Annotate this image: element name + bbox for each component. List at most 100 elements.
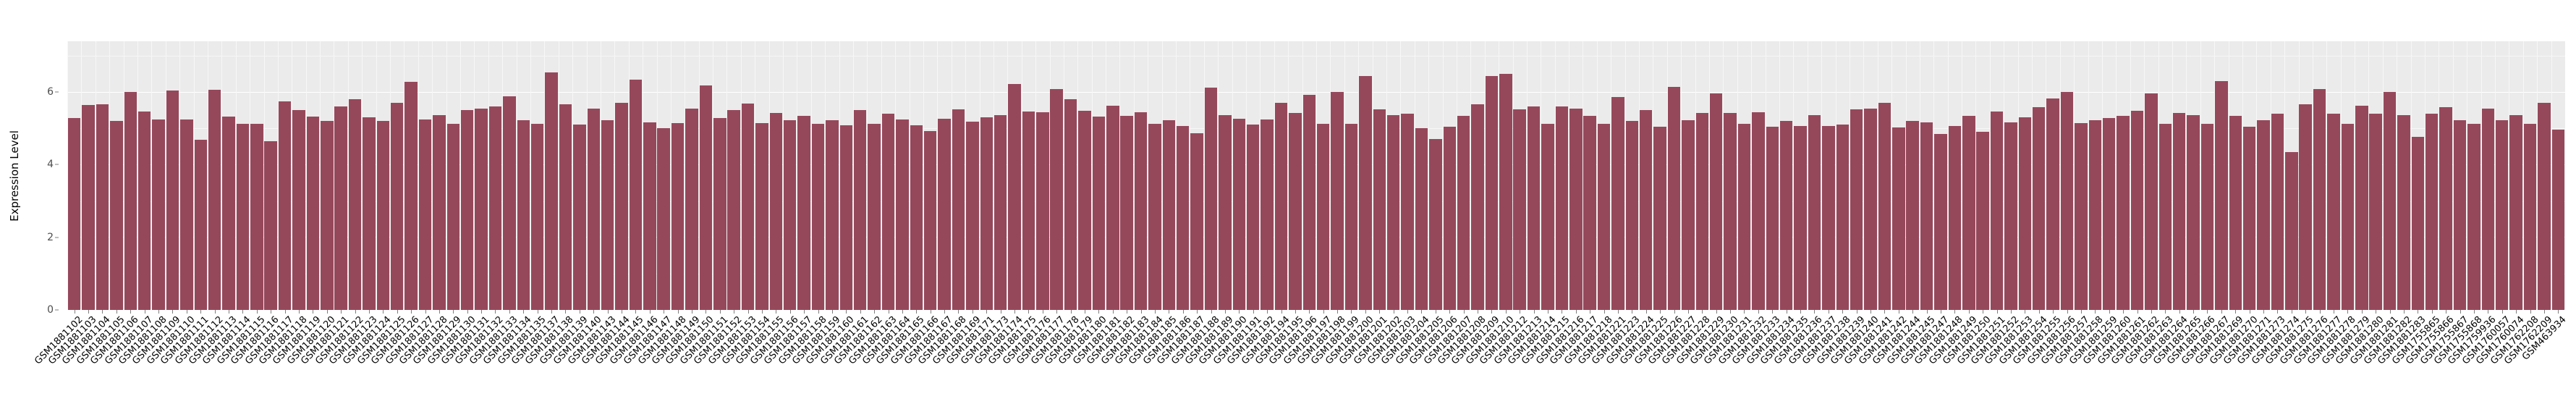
bar[interactable] [559,104,572,310]
bar[interactable] [952,109,965,310]
bar[interactable] [966,122,979,310]
bar[interactable] [2271,113,2284,310]
bar[interactable] [896,119,909,310]
bar[interactable] [1443,126,1456,310]
bar[interactable] [1808,115,1821,310]
bar[interactable] [1948,126,1962,310]
bar[interactable] [2341,123,2355,310]
bar[interactable] [741,104,755,310]
bar[interactable] [784,119,797,310]
bar[interactable] [334,106,347,310]
bar[interactable] [1682,120,1695,310]
bar[interactable] [826,119,839,310]
bar[interactable] [1555,106,1569,310]
bar[interactable] [1485,75,1499,310]
bar[interactable] [1219,115,1232,310]
bar[interactable] [2117,116,2130,310]
bar[interactable] [1766,127,1779,310]
bar[interactable] [1302,95,1316,310]
bar[interactable] [1457,115,1470,310]
bar[interactable] [685,108,698,310]
bar[interactable] [2088,119,2102,310]
bar[interactable] [713,117,726,310]
bar[interactable] [1850,109,1863,310]
bar[interactable] [264,141,277,310]
bar[interactable] [530,123,544,310]
bar[interactable] [292,110,305,310]
bar[interactable] [1962,116,1975,310]
bar[interactable] [1583,115,1596,310]
bar[interactable] [1134,112,1148,310]
bar[interactable] [1709,93,1723,310]
bar[interactable] [250,123,263,310]
bar[interactable] [1415,128,1428,310]
bar[interactable] [306,116,320,310]
bar[interactable] [881,114,895,310]
bar[interactable] [1822,125,1835,310]
bar[interactable] [2130,111,2144,310]
bar[interactable] [1934,133,1947,310]
bar[interactable] [278,101,292,310]
bar[interactable] [2327,114,2340,310]
bar[interactable] [1429,139,1442,310]
bar[interactable] [615,103,628,310]
bar[interactable] [853,110,867,310]
bar[interactable] [1611,97,1624,310]
bar[interactable] [1373,109,1386,310]
bar[interactable] [1120,115,1133,310]
bar[interactable] [699,85,713,310]
bar[interactable] [2411,136,2425,310]
bar[interactable] [2496,119,2509,310]
bar[interactable] [2018,117,2032,310]
bar[interactable] [868,124,881,310]
bar[interactable] [475,108,488,310]
bar[interactable] [2425,114,2439,310]
bar[interactable] [1920,122,1933,310]
bar[interactable] [321,120,334,310]
bar[interactable] [1892,127,1905,310]
bar[interactable] [1050,88,1063,310]
bar[interactable] [727,110,740,310]
bar[interactable] [2215,81,2228,310]
bar[interactable] [1752,112,1765,310]
bar[interactable] [1289,113,1302,310]
bar[interactable] [671,123,685,310]
bar[interactable] [1190,133,1203,310]
bar[interactable] [348,99,362,310]
bar[interactable] [446,124,460,310]
bar[interactable] [2439,107,2452,310]
bar[interactable] [2383,92,2397,310]
bar[interactable] [1836,125,1849,310]
bar[interactable] [755,122,768,310]
bar[interactable] [1640,110,1653,310]
bar[interactable] [418,119,432,310]
bar[interactable] [2102,118,2116,310]
bar[interactable] [1008,84,1021,310]
bar[interactable] [82,105,95,310]
bar[interactable] [166,91,179,310]
bar[interactable] [1513,109,1526,310]
bar[interactable] [2299,104,2312,310]
bar[interactable] [1864,109,1877,310]
bar[interactable] [769,113,783,310]
bar[interactable] [460,109,474,310]
bar[interactable] [657,128,670,310]
bar[interactable] [124,92,137,310]
bar[interactable] [587,109,600,310]
bar[interactable] [910,125,923,310]
bar[interactable] [643,122,656,310]
bar[interactable] [391,103,404,310]
bar[interactable] [2538,102,2551,310]
bar[interactable] [1653,127,1666,310]
bar[interactable] [2172,113,2186,310]
bar[interactable] [2046,98,2059,310]
bar[interactable] [2467,124,2480,310]
bar[interactable] [2158,124,2172,310]
bar[interactable] [1471,104,1484,310]
bar[interactable] [1569,108,1583,310]
bar[interactable] [1036,112,1049,310]
bar[interactable] [2060,91,2074,310]
bar[interactable] [180,119,193,310]
bar[interactable] [797,115,810,310]
bar[interactable] [1499,74,1512,310]
